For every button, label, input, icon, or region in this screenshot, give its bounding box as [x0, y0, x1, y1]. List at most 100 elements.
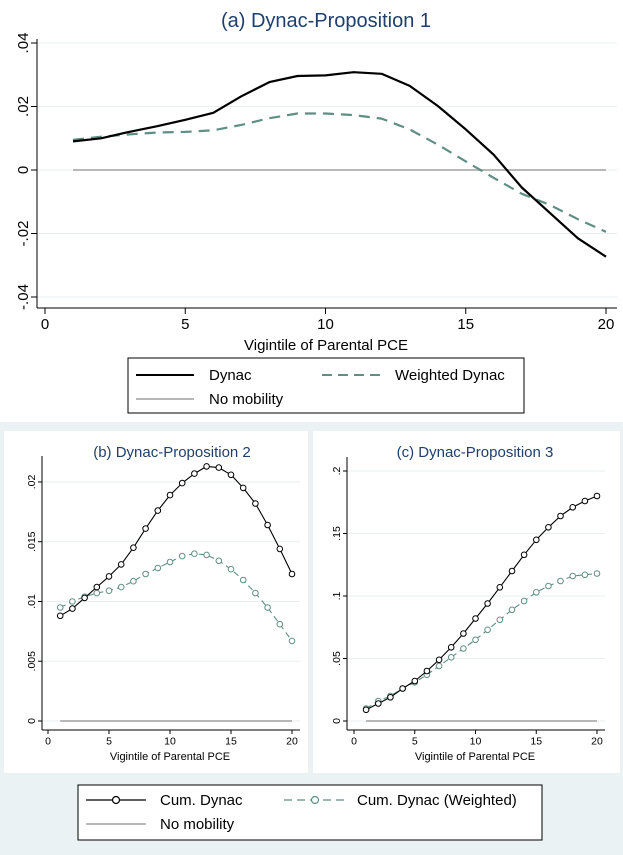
chart-b-xtick-label: 5 [106, 736, 112, 748]
legend-a-label-nomobility: No mobility [209, 391, 284, 408]
legend-bc-label-nomobility: No mobility [160, 816, 235, 833]
chart-b-point-1 [142, 570, 149, 578]
chart-b-point-1 [227, 565, 235, 573]
chart-c-point-0 [545, 524, 552, 531]
chart-a-xtick-label: 5 [181, 316, 189, 333]
chart-b-point-0 [56, 612, 64, 620]
chart-b-point-0 [154, 507, 162, 514]
chart-c-point-0 [423, 667, 431, 675]
chart-b-point-1 [56, 604, 64, 611]
chart-a-xtick-label: 0 [41, 316, 49, 333]
chart-c-point-0 [569, 504, 577, 511]
chart-b-xtick-label: 10 [164, 736, 176, 748]
chart-b-point-0 [191, 470, 198, 477]
legend-bc-marker-cum-dynac [111, 795, 121, 805]
chart-c-point-1 [593, 570, 601, 577]
chart-c-xtick-label: 0 [351, 736, 357, 748]
chart-a-xtick-label: 20 [598, 316, 615, 333]
chart-b-point-1 [178, 552, 186, 560]
chart-a-ytick-label: -.02 [15, 221, 32, 247]
chart-c-point-1 [484, 626, 491, 634]
chart-c-point-1 [545, 582, 552, 590]
chart-a-xtick-label: 15 [457, 316, 474, 333]
chart-c-point-0 [460, 630, 467, 637]
chart-b-point-0 [264, 521, 271, 529]
chart-c-point-0 [362, 706, 370, 714]
chart-b-point-0 [203, 463, 210, 470]
chart-a-plot: -.04 -.02 0 .02 .04 0 5 10 15 20 [15, 33, 617, 333]
chart-c-point-0 [387, 694, 394, 701]
chart-b-point-0 [166, 491, 174, 499]
chart-b-point-1 [154, 564, 162, 572]
chart-b-point-1 [130, 577, 137, 585]
chart-b-point-1 [105, 587, 113, 595]
chart-b-point-0 [239, 484, 247, 492]
chart-c-plot: 0 .05 .1 .15 .2 0 5 10 15 20 [331, 457, 605, 748]
chart-c-ytick-label: .05 [331, 651, 343, 666]
chart-b-point-1 [239, 576, 247, 584]
chart-b-point-0 [276, 545, 284, 553]
chart-b-point-0 [178, 479, 186, 487]
chart-c-point-1 [447, 654, 455, 661]
chart-a-ytick-label: -.04 [15, 284, 32, 310]
legend-bc-marker-cum-weighted [310, 795, 320, 805]
chart-c-point-1 [435, 662, 443, 670]
chart-a-series-line-0 [72, 71, 607, 258]
chart-b-xtick-label: 0 [45, 736, 51, 748]
chart-c-point-0 [496, 584, 504, 591]
chart-c-xtick-label: 15 [530, 736, 542, 748]
panel-a-background [0, 0, 623, 422]
chart-b-point-1 [166, 558, 174, 566]
chart-c-ytick-label: .2 [331, 466, 343, 475]
chart-b-ytick-label: .01 [26, 594, 38, 609]
chart-b-point-1 [215, 557, 223, 565]
chart-b-plot: 0 .005 .01 .015 .02 0 5 10 15 20 [26, 456, 300, 748]
chart-c-xtick-label: 5 [412, 736, 418, 748]
chart-c-ytick-label: .1 [331, 591, 343, 600]
chart-b-point-0 [81, 594, 88, 602]
legend-bc-label-cum-weighted: Cum. Dynac (Weighted) [357, 792, 517, 809]
chart-c-point-1 [533, 589, 540, 596]
chart-b-point-0 [252, 500, 259, 507]
chart-c-xtick-label: 10 [470, 736, 482, 748]
chart-c-point-1 [460, 645, 467, 652]
chart-b-ytick-label: .02 [26, 475, 38, 490]
chart-b-point-0 [117, 561, 125, 568]
chart-c-ytick-label: 0 [331, 718, 343, 724]
chart-a-ytick-label: .04 [15, 33, 32, 54]
legend-a-box [127, 357, 525, 414]
chart-b-ytick-label: .015 [26, 531, 38, 552]
chart-b-point-0 [69, 605, 76, 612]
chart-c-point-0 [484, 600, 491, 607]
chart-c-ytick-label: .15 [331, 526, 343, 541]
legend-bc-box [77, 784, 543, 841]
chart-b-xlabel: Vigintile of Parental PCE [110, 751, 230, 763]
chart-c-point-0 [508, 567, 516, 575]
chart-a-xtick-label: 10 [317, 316, 334, 333]
chart-b-title: (b) Dynac-Proposition 2 [93, 444, 251, 461]
chart-b-point-1 [117, 583, 125, 591]
chart-c-point-0 [593, 492, 601, 500]
chart-b-ytick-label: 0 [26, 718, 38, 724]
chart-c-title: (c) Dynac-Proposition 3 [397, 444, 554, 461]
chart-b-point-1 [191, 550, 198, 558]
chart-c-point-0 [557, 512, 564, 520]
chart-c-point-1 [581, 571, 589, 579]
chart-c-point-0 [581, 497, 589, 505]
chart-b-xtick-label: 20 [286, 736, 298, 748]
chart-a-title: (a) Dynac-Proposition 1 [221, 10, 431, 32]
chart-c-xlabel: Vigintile of Parental PCE [415, 751, 535, 763]
chart-b-point-1 [252, 589, 259, 597]
legend-a-label-weighted: Weighted Dynac [395, 367, 505, 384]
panel-c-background [313, 431, 620, 773]
chart-c-point-0 [533, 536, 540, 544]
chart-c-point-1 [520, 597, 528, 605]
chart-c-point-0 [375, 700, 382, 707]
chart-a-ytick-label: .02 [15, 96, 32, 117]
chart-c-point-0 [399, 685, 406, 692]
chart-b-point-0 [288, 570, 296, 578]
chart-c-point-1 [508, 606, 516, 614]
panel-b-background [4, 431, 308, 773]
chart-c-point-0 [520, 551, 528, 559]
